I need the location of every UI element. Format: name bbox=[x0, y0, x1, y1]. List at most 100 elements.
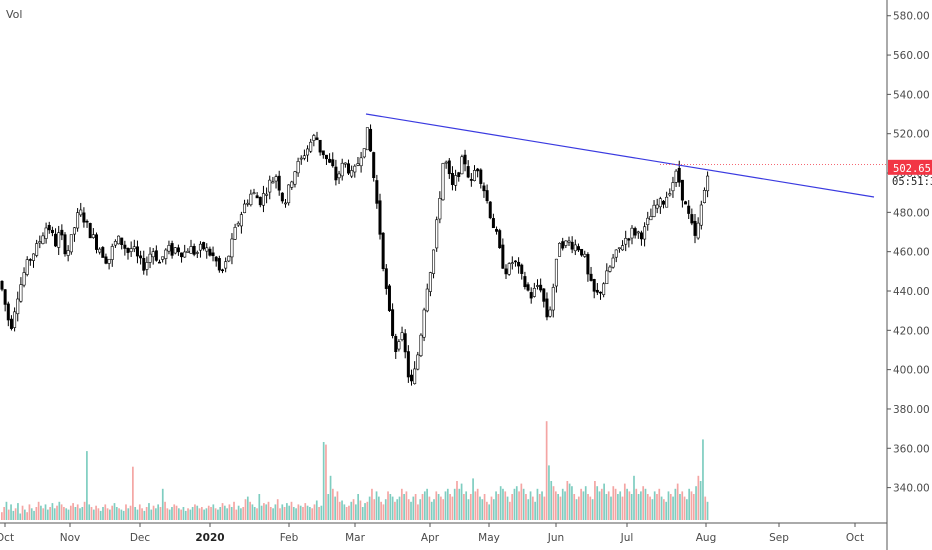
candle-body bbox=[13, 311, 17, 328]
candle-body bbox=[403, 333, 407, 353]
candle-body bbox=[589, 273, 593, 281]
candle-body bbox=[164, 249, 168, 259]
candle-body bbox=[419, 334, 423, 357]
candle-body bbox=[441, 163, 445, 201]
volume-bar bbox=[95, 505, 97, 520]
candlesticks bbox=[0, 124, 710, 386]
candle-body bbox=[287, 184, 291, 204]
candle-body bbox=[120, 237, 124, 245]
volume-bar bbox=[630, 494, 633, 520]
volume-bar bbox=[511, 494, 514, 520]
time-tick-label: Oct bbox=[846, 532, 864, 544]
candle-body bbox=[265, 193, 269, 196]
candle-body bbox=[302, 155, 306, 159]
candle-body bbox=[665, 196, 669, 208]
candle-body bbox=[539, 284, 543, 291]
volume-bar bbox=[355, 504, 357, 520]
volume-bar bbox=[290, 501, 293, 520]
volume-bar bbox=[373, 499, 376, 520]
candle-body bbox=[328, 158, 332, 163]
candle-body bbox=[372, 152, 376, 179]
candle-body bbox=[306, 148, 310, 156]
volume-bar bbox=[113, 503, 116, 520]
candle-body bbox=[658, 198, 662, 208]
volume-bar bbox=[686, 499, 688, 520]
price-tick-label: 560.00 bbox=[893, 50, 930, 62]
volume-bar bbox=[69, 505, 72, 520]
volume-bar bbox=[674, 488, 677, 520]
price-tick-label: 380.00 bbox=[893, 404, 930, 416]
candle-body bbox=[463, 154, 467, 165]
volume-bar bbox=[669, 494, 672, 520]
volume-bar bbox=[161, 488, 164, 520]
volume-bar bbox=[338, 501, 341, 520]
volume-bar bbox=[423, 491, 426, 520]
candle-body bbox=[545, 298, 549, 318]
volume-bar bbox=[509, 501, 511, 520]
volume-bar bbox=[118, 508, 120, 520]
candle-body bbox=[375, 180, 379, 204]
candle-body bbox=[189, 246, 193, 254]
volume-bar bbox=[614, 488, 617, 520]
volume-bar bbox=[587, 494, 589, 520]
candle-body bbox=[236, 222, 240, 226]
volume-bar bbox=[472, 478, 474, 520]
candle-body bbox=[233, 227, 237, 240]
volume-bar bbox=[573, 494, 576, 520]
volume-bar bbox=[182, 507, 185, 520]
volume-bar bbox=[394, 501, 396, 520]
candle-body bbox=[283, 202, 287, 205]
price-tick-label: 400.00 bbox=[893, 365, 930, 377]
volume-bar bbox=[499, 486, 502, 520]
volume-bar bbox=[345, 507, 348, 520]
volume-bar bbox=[534, 501, 536, 520]
volume-bar bbox=[35, 507, 38, 520]
candle-body bbox=[529, 292, 533, 299]
volume-bar bbox=[194, 504, 196, 520]
candle-body bbox=[472, 170, 476, 181]
candle-body bbox=[25, 259, 29, 275]
candle-body bbox=[95, 234, 99, 250]
price-tick-label: 440.00 bbox=[893, 286, 930, 298]
candle-body bbox=[0, 280, 4, 290]
volume-bar bbox=[127, 508, 130, 520]
volume-bar bbox=[10, 504, 12, 520]
volume-bar bbox=[380, 501, 382, 520]
volume-bar bbox=[302, 507, 304, 520]
candle-body bbox=[205, 247, 209, 252]
volume-bar bbox=[104, 504, 107, 520]
candle-body bbox=[460, 156, 464, 175]
candle-body bbox=[255, 195, 259, 199]
candle-body bbox=[198, 243, 202, 251]
volume-bar bbox=[132, 466, 134, 520]
candle-body bbox=[646, 217, 650, 225]
volume-bar bbox=[120, 509, 123, 520]
volume-bar bbox=[281, 504, 284, 520]
volume-bar bbox=[46, 509, 49, 520]
volume-bar bbox=[125, 504, 127, 520]
candle-body bbox=[113, 241, 117, 246]
candle-body bbox=[447, 160, 451, 175]
volume-bar bbox=[81, 507, 84, 520]
candle-body bbox=[321, 150, 325, 156]
volume-bar bbox=[506, 496, 509, 520]
candle-body bbox=[79, 209, 83, 216]
candle-body bbox=[576, 246, 580, 251]
candle-body bbox=[173, 247, 177, 254]
candle-body bbox=[19, 284, 23, 302]
chart-overlays bbox=[365, 113, 887, 198]
candle-body bbox=[362, 148, 366, 158]
volume-bar bbox=[313, 504, 316, 520]
volume-bar bbox=[582, 491, 585, 520]
candle-body bbox=[699, 204, 703, 226]
volume-bar bbox=[187, 508, 189, 520]
volume-bar bbox=[1, 512, 3, 520]
volume-bar bbox=[612, 486, 615, 520]
candle-body bbox=[315, 137, 319, 140]
volume-bar bbox=[405, 491, 408, 520]
volume-bar bbox=[442, 499, 445, 520]
volume-bar bbox=[111, 505, 114, 520]
candle-body bbox=[674, 170, 678, 183]
candle-body bbox=[123, 244, 127, 249]
